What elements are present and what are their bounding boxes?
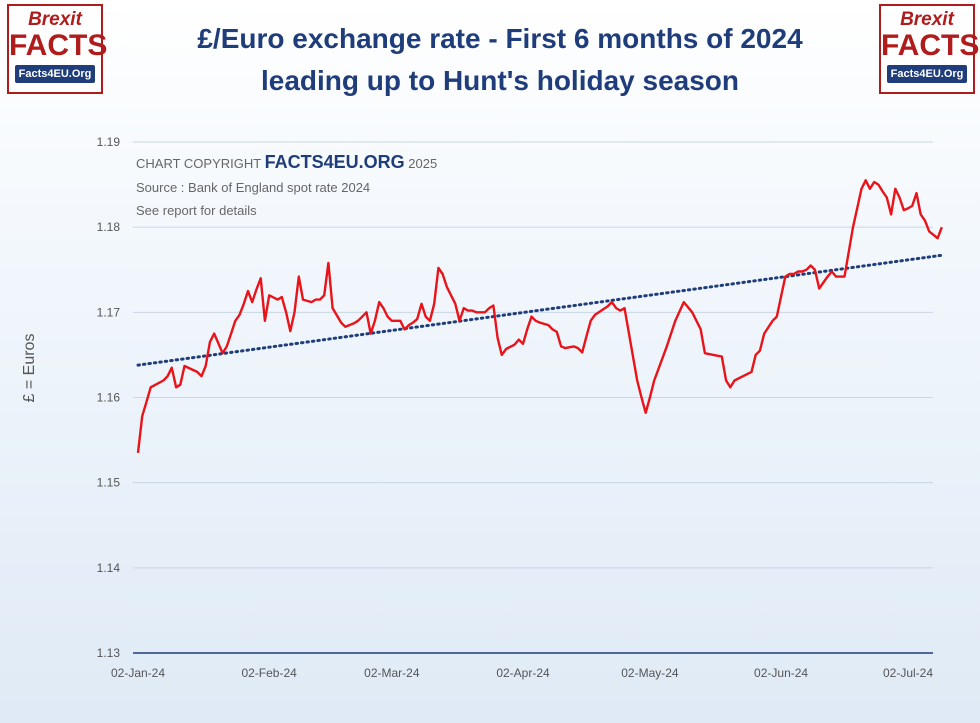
copyright-prefix: CHART COPYRIGHT: [136, 156, 261, 171]
y-tick-label: 1.13: [97, 646, 121, 660]
chart-title-line-1: £/Euro exchange rate - First 6 months of…: [197, 23, 803, 54]
source-note: Source : Bank of England spot rate 2024: [136, 180, 371, 195]
x-tick-label: 02-Feb-24: [241, 666, 297, 680]
copyright-year: 2025: [408, 156, 438, 171]
logo-brexit-text: Brexit: [28, 9, 82, 30]
y-tick-label: 1.16: [97, 391, 121, 405]
copyright-note: CHART COPYRIGHT FACTS4EU.ORG 2025: [136, 152, 437, 173]
y-tick-label: 1.17: [97, 305, 121, 319]
x-tick-label: 02-Mar-24: [364, 666, 420, 680]
logo-url-text: Facts4EU.Org: [15, 65, 95, 83]
exchange-rate-line: [136, 179, 943, 454]
y-tick-label: 1.15: [97, 476, 121, 490]
brexit-facts-logo-right: Brexit FACTS Facts4EU.Org: [879, 4, 980, 94]
x-tick-label: 02-Apr-24: [496, 666, 550, 680]
x-tick-label: 02-May-24: [621, 666, 679, 680]
logo-facts-text: FACTS: [9, 29, 108, 62]
trend-line: [136, 253, 944, 367]
y-tick-label: 1.14: [97, 561, 121, 575]
logo-url-text: Facts4EU.Org: [887, 65, 967, 83]
details-note: See report for details: [136, 203, 257, 218]
logo-facts-text: FACTS: [881, 29, 980, 62]
copyright-org: FACTS4EU.ORG: [264, 152, 405, 172]
chart-title: £/Euro exchange rate - First 6 months of…: [150, 18, 850, 102]
x-tick-label: 02-Jun-24: [754, 666, 808, 680]
logo-brexit-text: Brexit: [900, 9, 954, 30]
x-tick-label: 02-Jul-24: [883, 666, 933, 680]
y-tick-label: 1.18: [97, 220, 121, 234]
y-tick-label: 1.19: [97, 135, 121, 149]
chart-title-line-2: leading up to Hunt's holiday season: [260, 65, 740, 96]
brexit-facts-logo-left: Brexit FACTS Facts4EU.Org: [7, 4, 108, 94]
x-tick-label: 02-Jan-24: [111, 666, 165, 680]
